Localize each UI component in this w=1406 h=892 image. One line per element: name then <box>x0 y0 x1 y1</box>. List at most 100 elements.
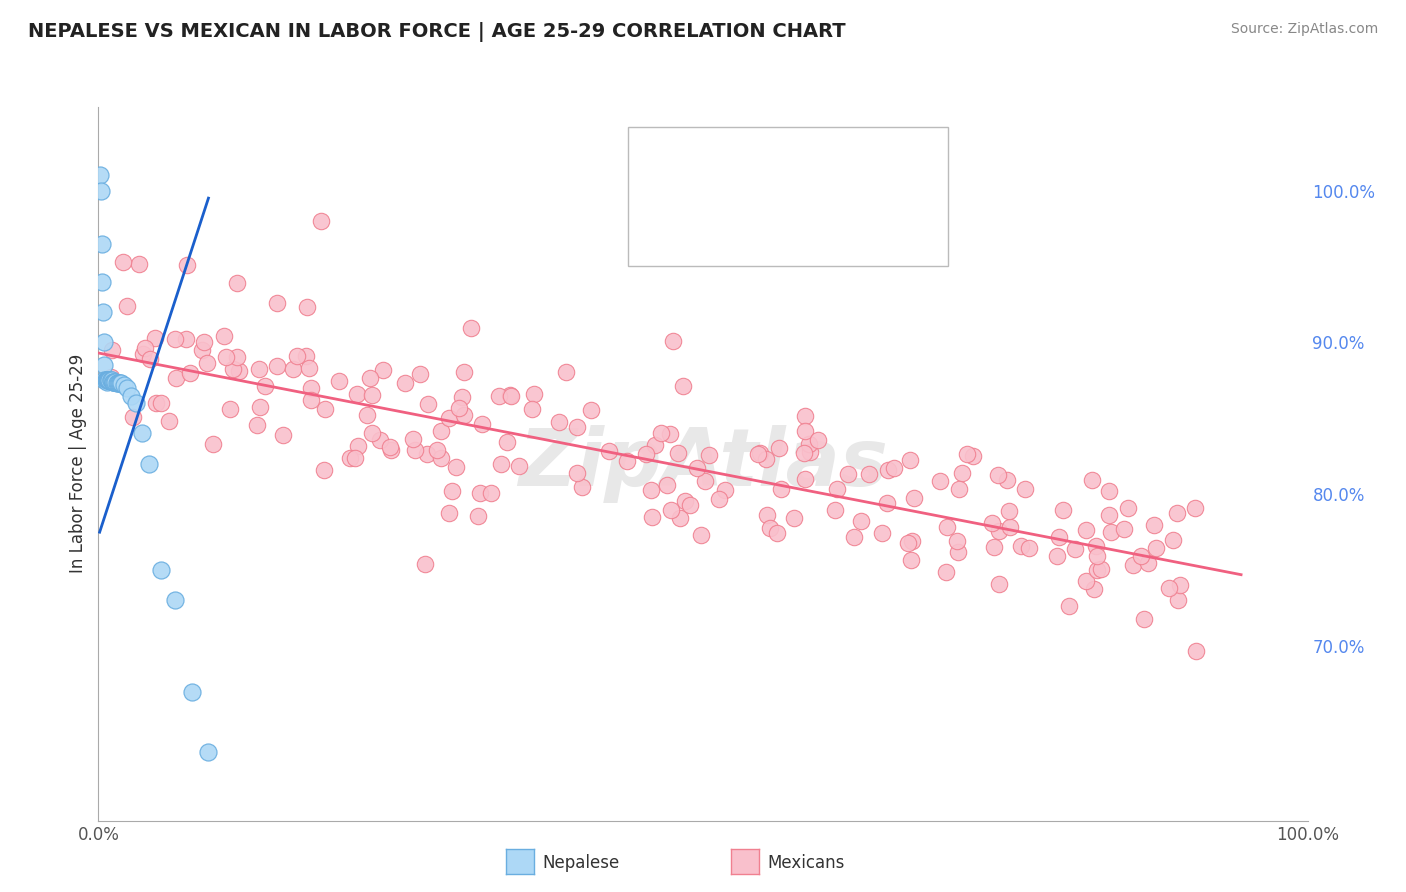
Point <box>837 467 859 481</box>
Point <box>101 375 124 389</box>
Point <box>346 387 368 401</box>
Point <box>876 463 898 477</box>
Point <box>402 433 425 447</box>
Point <box>90 184 112 198</box>
Point <box>439 411 461 425</box>
Point <box>508 458 530 473</box>
Point <box>225 350 247 364</box>
Point <box>451 390 474 404</box>
Point <box>247 361 270 376</box>
Point <box>97 373 120 387</box>
Point <box>641 510 664 524</box>
Point <box>1083 582 1105 596</box>
Point <box>96 373 118 387</box>
Point <box>658 426 681 441</box>
Point <box>176 332 198 346</box>
Point <box>212 328 235 343</box>
Point <box>1098 508 1121 522</box>
Point <box>950 466 973 480</box>
Point <box>1161 533 1184 547</box>
Point <box>794 409 817 423</box>
Text: NEPALESE VS MEXICAN IN LABOR FORCE | AGE 25-29 CORRELATION CHART: NEPALESE VS MEXICAN IN LABOR FORCE | AGE… <box>28 22 846 42</box>
Point <box>453 365 475 379</box>
Point <box>876 496 898 510</box>
Point <box>489 458 512 472</box>
Point <box>96 373 118 387</box>
Point <box>662 334 685 348</box>
Point <box>415 447 437 461</box>
Point <box>707 491 730 506</box>
Y-axis label: In Labor Force | Age 25-29: In Labor Force | Age 25-29 <box>69 354 87 574</box>
Point <box>858 467 880 481</box>
Point <box>94 373 117 387</box>
Point <box>91 236 114 251</box>
Point <box>157 414 180 428</box>
Point <box>97 373 120 387</box>
Point <box>297 300 319 314</box>
Point <box>900 533 922 548</box>
Point <box>1133 611 1156 625</box>
Point <box>125 396 148 410</box>
Point <box>131 346 153 360</box>
Point <box>446 460 468 475</box>
Point <box>460 320 482 334</box>
Point <box>634 447 657 461</box>
Point <box>299 393 322 408</box>
Point <box>1144 541 1167 555</box>
Point <box>311 213 333 227</box>
Point <box>1122 558 1144 573</box>
Point <box>193 335 215 350</box>
Point <box>522 401 544 416</box>
Point <box>571 480 593 494</box>
Point <box>249 400 271 414</box>
Point <box>672 379 695 393</box>
Point <box>117 381 139 395</box>
Point <box>107 376 129 391</box>
Point <box>547 415 569 429</box>
Point <box>495 434 517 449</box>
Point <box>371 362 394 376</box>
Point <box>1185 644 1208 658</box>
Point <box>408 368 430 382</box>
Point <box>714 483 737 497</box>
Point <box>1074 524 1097 538</box>
Point <box>1129 549 1152 563</box>
Point <box>1064 542 1087 557</box>
Point <box>197 745 219 759</box>
Point <box>488 389 510 403</box>
Point <box>1074 574 1097 588</box>
Point <box>758 520 780 534</box>
Point <box>693 475 716 489</box>
Point <box>298 361 321 376</box>
Point <box>770 482 793 496</box>
Point <box>105 376 128 391</box>
Point <box>690 528 713 542</box>
Point <box>368 433 391 447</box>
Point <box>499 388 522 402</box>
Point <box>143 331 166 345</box>
Point <box>755 452 778 467</box>
Point <box>797 436 820 450</box>
Point <box>266 359 288 373</box>
Point <box>998 519 1021 533</box>
Point <box>900 553 922 567</box>
Point <box>981 516 1004 530</box>
Point <box>794 424 817 438</box>
Point <box>437 506 460 520</box>
Point <box>138 457 160 471</box>
Point <box>226 276 249 290</box>
Point <box>1116 501 1139 516</box>
Point <box>903 491 925 505</box>
Point <box>89 169 111 183</box>
Point <box>1046 549 1069 564</box>
Point <box>378 440 401 454</box>
Point <box>1047 530 1070 544</box>
Point <box>179 367 201 381</box>
Point <box>100 373 122 387</box>
Point <box>197 356 219 370</box>
Point <box>783 510 806 524</box>
Point <box>346 438 368 452</box>
Point <box>669 511 692 525</box>
Point <box>655 478 678 492</box>
Point <box>271 428 294 442</box>
